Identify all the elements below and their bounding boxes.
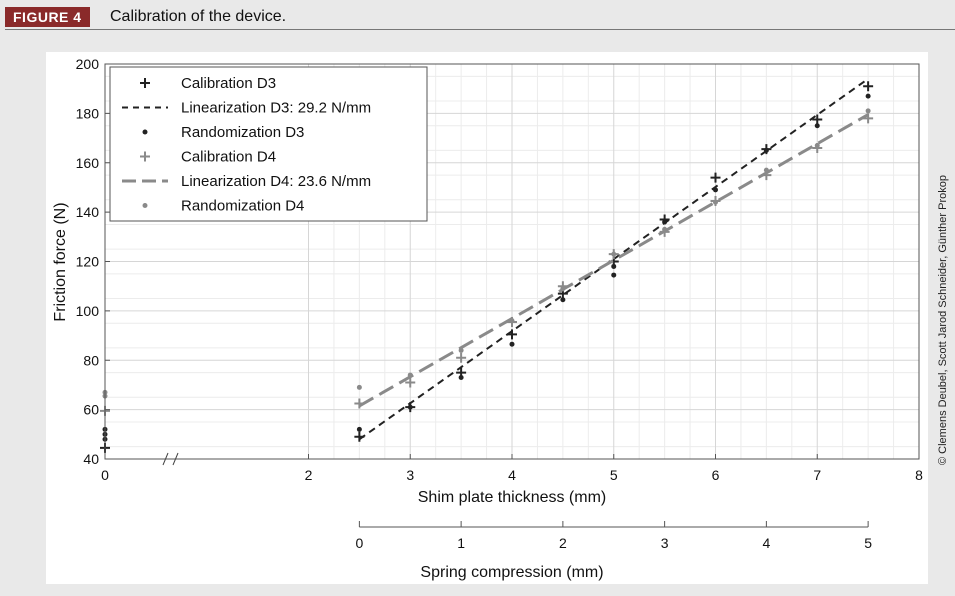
x-axis-label: Shim plate thickness (mm) bbox=[418, 489, 607, 506]
secondary-x-tick-label: 2 bbox=[559, 535, 567, 551]
y-tick-label: 40 bbox=[83, 451, 99, 467]
data-point bbox=[611, 263, 617, 269]
secondary-x-tick-label: 4 bbox=[762, 535, 770, 551]
figure-badge: FIGURE 4 bbox=[5, 7, 90, 27]
figure-caption: Calibration of the device. bbox=[110, 8, 287, 25]
fit-line bbox=[358, 113, 869, 408]
header-divider bbox=[5, 29, 955, 30]
y-tick-label: 200 bbox=[76, 56, 100, 72]
data-point bbox=[356, 426, 362, 432]
data-point bbox=[713, 187, 718, 193]
y-tick-label: 60 bbox=[83, 402, 99, 418]
data-point bbox=[456, 352, 467, 363]
x-tick-label: 8 bbox=[915, 467, 923, 483]
legend-label: Linearization D3: 29.2 N/mm bbox=[181, 100, 371, 117]
legend-swatch bbox=[142, 203, 148, 208]
axes: Shim plate thickness (mm) Friction force… bbox=[52, 56, 923, 581]
series-linearization-d3-29-2-n-mm bbox=[358, 77, 869, 441]
legend-swatch bbox=[142, 129, 148, 135]
data-point bbox=[713, 199, 718, 205]
legend-swatch bbox=[140, 151, 150, 162]
data-point bbox=[763, 167, 769, 173]
data-point bbox=[356, 384, 362, 390]
axis-break-mark bbox=[172, 452, 179, 466]
chart-panel: Shim plate thickness (mm) Friction force… bbox=[46, 52, 928, 584]
legend-entry: Linearization D4: 23.6 N/mm bbox=[122, 173, 371, 190]
legend-entry: Randomization D4 bbox=[142, 198, 304, 215]
secondary-x-tick-label: 1 bbox=[457, 535, 465, 551]
y-tick-label: 180 bbox=[76, 105, 100, 121]
legend-label: Calibration D4 bbox=[181, 149, 276, 166]
x-tick-label: 7 bbox=[813, 467, 821, 483]
data-point bbox=[814, 123, 820, 129]
legend-entry: Calibration D4 bbox=[140, 149, 276, 166]
x-tick-label: 5 bbox=[610, 467, 618, 483]
data-point bbox=[560, 286, 566, 292]
figure-header: FIGURE 4 Calibration of the device. bbox=[0, 0, 955, 32]
data-point bbox=[662, 226, 668, 232]
data-point bbox=[865, 108, 871, 114]
secondary-x-tick-label: 3 bbox=[661, 535, 669, 551]
y-tick-label: 160 bbox=[76, 155, 100, 171]
y-axis-label: Friction force (N) bbox=[52, 202, 69, 321]
data-point bbox=[611, 272, 617, 278]
legend: Calibration D3 Linearization D3: 29.2 N/m… bbox=[109, 66, 428, 222]
secondary-x-tick-label: 5 bbox=[864, 535, 872, 551]
axis-break-mark bbox=[162, 452, 169, 466]
y-tick-label: 140 bbox=[76, 204, 100, 220]
legend-label: Calibration D3 bbox=[181, 75, 276, 92]
legend-box bbox=[109, 66, 428, 222]
y-tick-label: 100 bbox=[76, 303, 100, 319]
data-point bbox=[710, 172, 721, 183]
data-point bbox=[405, 377, 416, 388]
data-point bbox=[509, 318, 515, 324]
data-point bbox=[560, 297, 566, 303]
secondary-x-axis-label: Spring compression (mm) bbox=[420, 564, 603, 581]
credit-text: © Clemens Deubel, Scott Jarod Schneider,… bbox=[937, 175, 949, 465]
legend-label: Linearization D4: 23.6 N/mm bbox=[181, 173, 371, 190]
x-tick-label: 4 bbox=[508, 467, 516, 483]
data-point bbox=[662, 219, 668, 225]
legend-swatch bbox=[140, 78, 150, 88]
data-point bbox=[458, 347, 464, 353]
data-point bbox=[763, 147, 769, 153]
data-point bbox=[611, 251, 617, 257]
legend-entry: Randomization D3 bbox=[142, 124, 304, 141]
legend-entry: Linearization D3: 29.2 N/mm bbox=[122, 100, 371, 117]
calibration-chart: Shim plate thickness (mm) Friction force… bbox=[52, 56, 923, 581]
data-point bbox=[865, 93, 871, 99]
data-point bbox=[863, 81, 874, 92]
data-point bbox=[458, 375, 464, 381]
data-point bbox=[407, 404, 413, 410]
x-tick-label: 3 bbox=[406, 467, 414, 483]
data-point bbox=[509, 341, 515, 347]
legend-entry: Calibration D3 bbox=[140, 75, 276, 92]
series-linearization-d4-23-6-n-mm bbox=[358, 113, 869, 408]
y-tick-label: 120 bbox=[76, 254, 100, 270]
data-point bbox=[812, 114, 823, 125]
y-tick-label: 80 bbox=[83, 352, 99, 368]
data-point bbox=[407, 372, 413, 378]
x-tick-label: 2 bbox=[305, 467, 313, 483]
x-tick-label: 0 bbox=[101, 467, 109, 483]
legend-label: Randomization D4 bbox=[181, 198, 304, 215]
secondary-x-tick-label: 0 bbox=[355, 535, 363, 551]
legend-label: Randomization D3 bbox=[181, 124, 304, 141]
x-tick-label: 6 bbox=[712, 467, 720, 483]
data-point bbox=[814, 142, 820, 148]
fit-line bbox=[358, 77, 869, 441]
